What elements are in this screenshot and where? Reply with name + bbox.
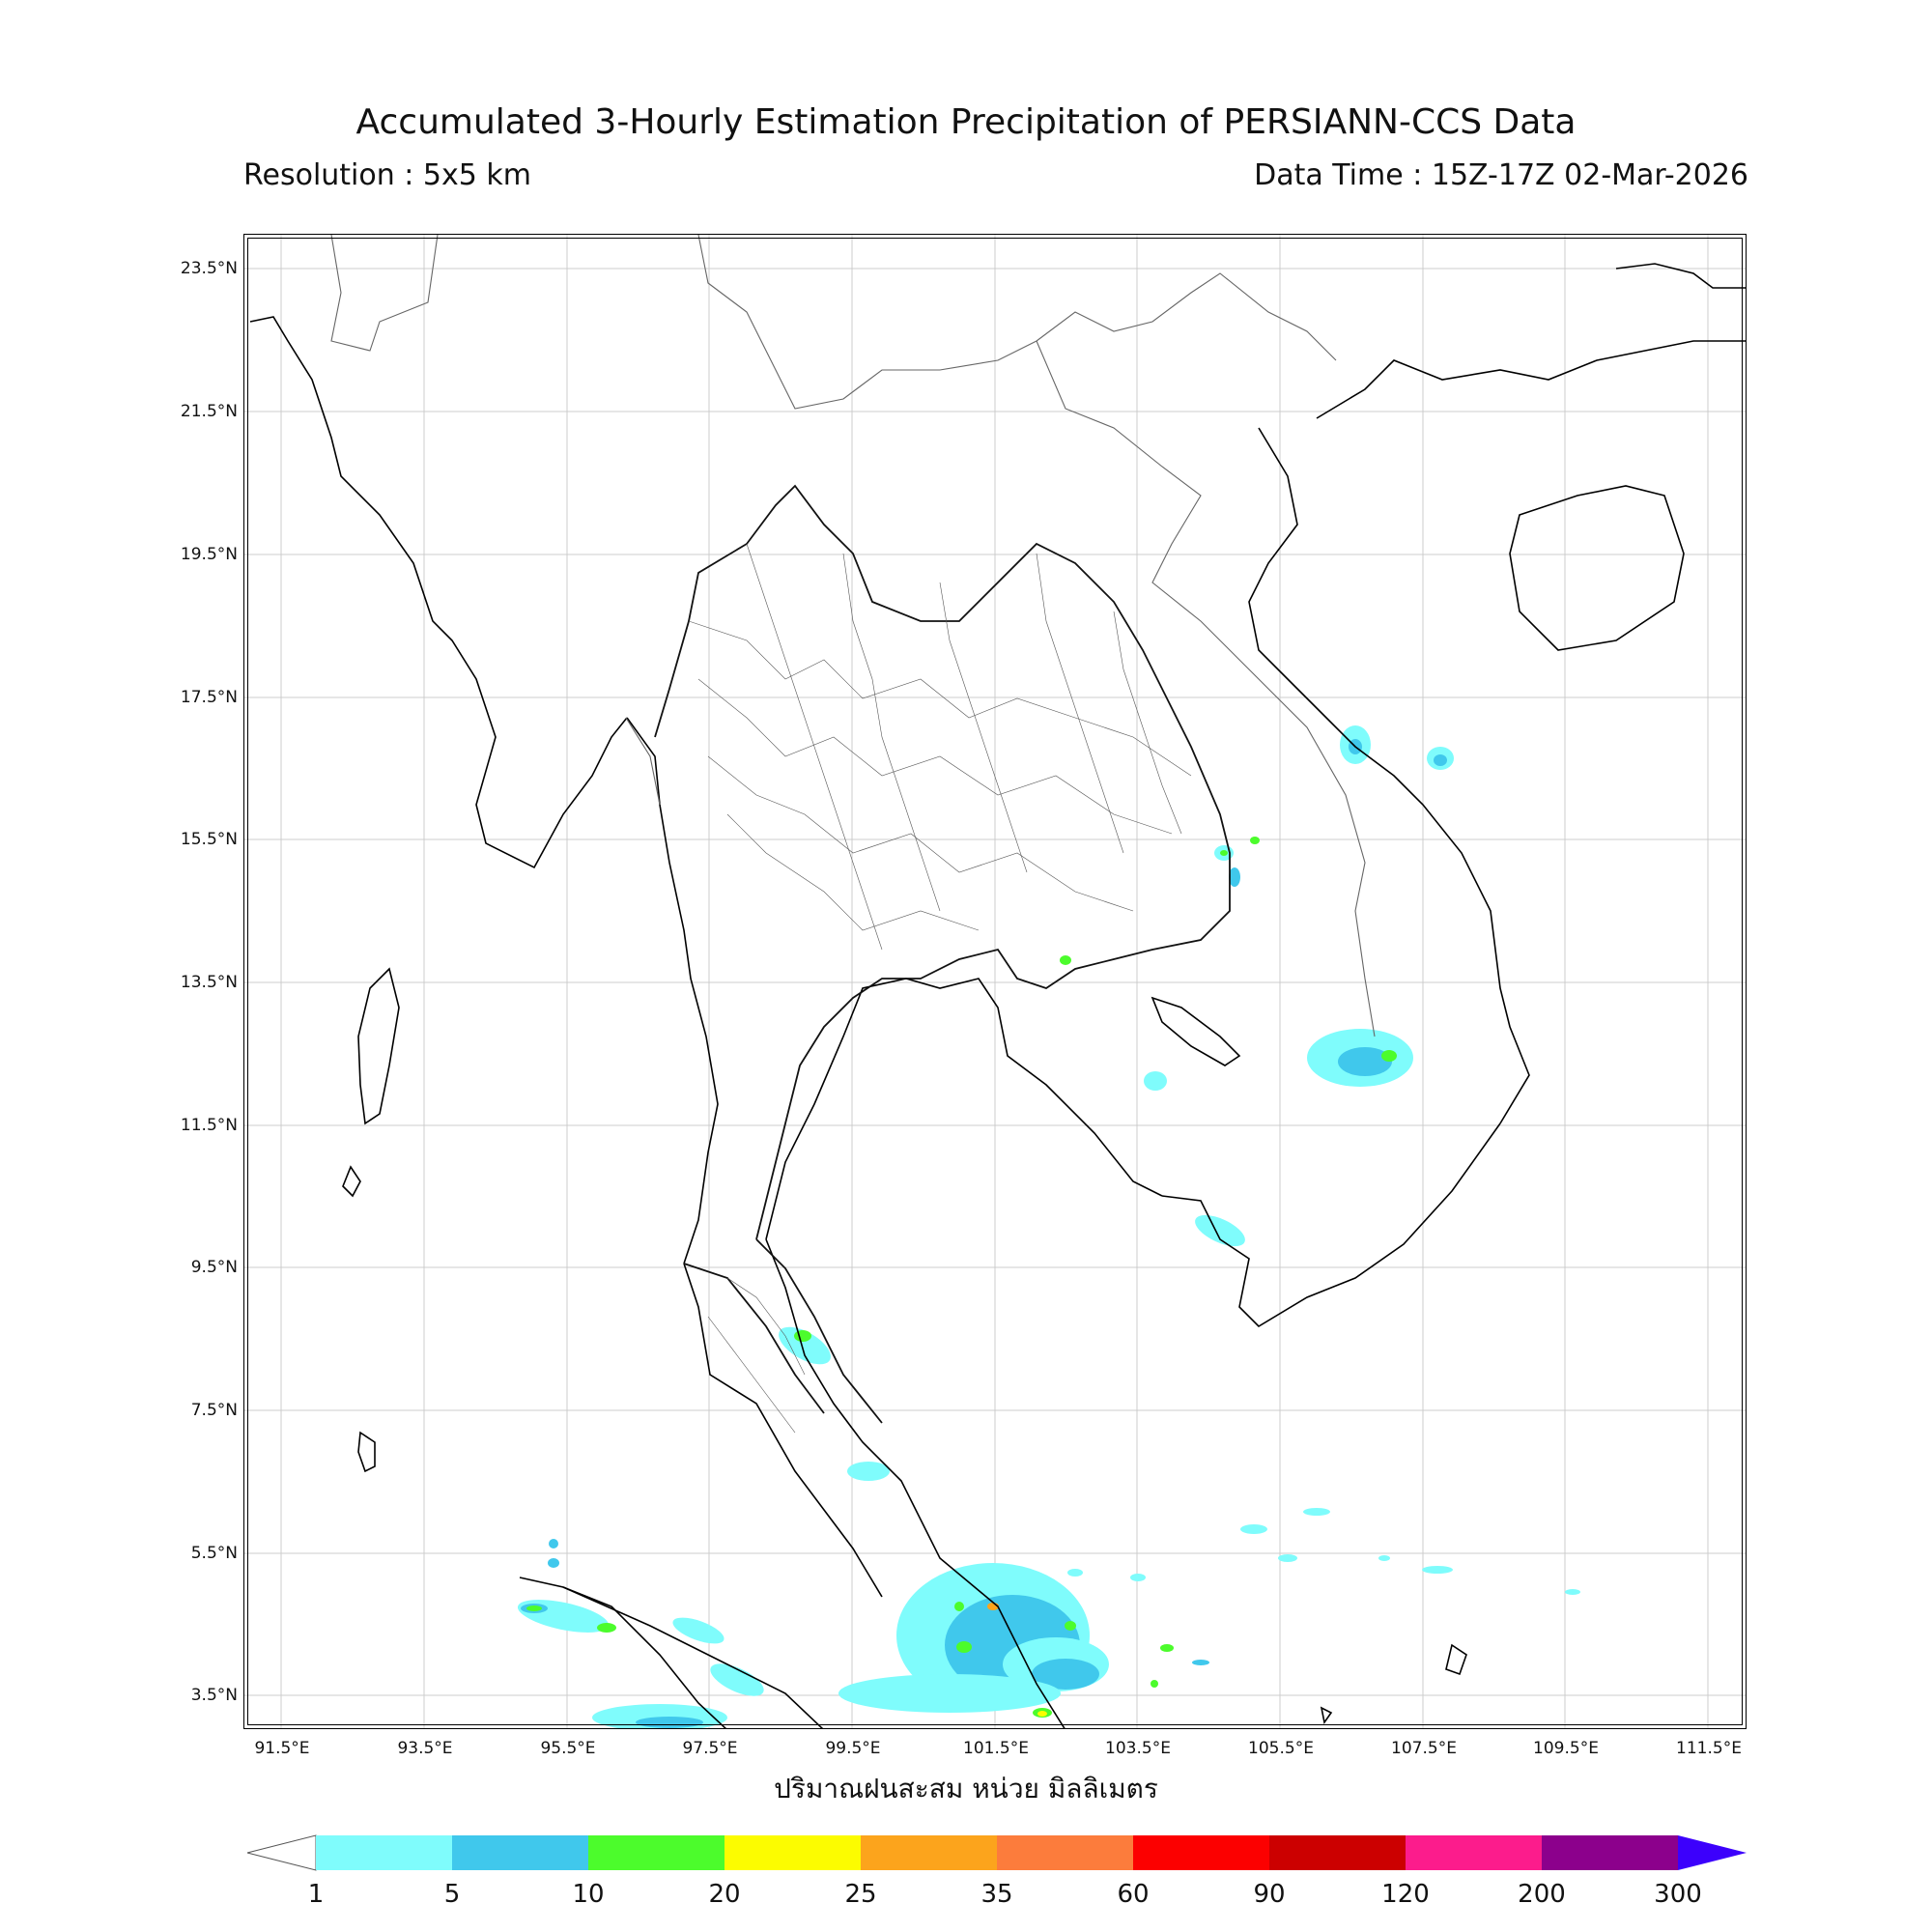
colorbar-level-300: 300 <box>1654 1880 1702 1909</box>
colorbar-level-5: 5 <box>443 1880 461 1909</box>
colorbar-swatch-25-35 <box>861 1835 997 1870</box>
thailand-province-outline <box>654 484 1231 1424</box>
lat-tick-21.5: 21.5°N <box>180 402 238 421</box>
lon-tick-101.5: 101.5°E <box>963 1739 1029 1758</box>
colorbar-over-arrow <box>1678 1835 1747 1870</box>
lat-tick-23.5: 23.5°N <box>180 259 238 278</box>
colorbar-level-120: 120 <box>1381 1880 1430 1909</box>
lat-tick-13.5: 13.5°N <box>180 973 238 992</box>
colorbar-level-90: 90 <box>1253 1880 1286 1909</box>
colorbar-level-60: 60 <box>1117 1880 1150 1909</box>
colorbar-level-20: 20 <box>708 1880 741 1909</box>
lat-tick-17.5: 17.5°N <box>180 688 238 707</box>
lat-tick-9.5: 9.5°N <box>190 1258 238 1277</box>
colorbar-swatch-200-300 <box>1542 1835 1678 1870</box>
colorbar-level-1: 1 <box>307 1880 325 1909</box>
coastlines <box>249 263 1746 1728</box>
lat-tick-5.5: 5.5°N <box>190 1544 238 1563</box>
precipitation-cells <box>517 725 1580 1728</box>
lon-tick-91.5: 91.5°E <box>254 1739 310 1758</box>
colorbar-level-200: 200 <box>1518 1880 1566 1909</box>
colorbar-level-35: 35 <box>980 1880 1013 1909</box>
thailand-district-lines <box>688 543 1192 1434</box>
map-canvas <box>244 235 1746 1728</box>
lat-tick-11.5: 11.5°N <box>180 1116 238 1135</box>
country-borders <box>330 235 1376 1037</box>
colorbar-under-arrow <box>246 1834 317 1871</box>
colorbar-swatch-60-90 <box>1133 1835 1269 1870</box>
lat-tick-7.5: 7.5°N <box>190 1401 238 1420</box>
data-time-label: Data Time : 15Z-17Z 02-Mar-2026 <box>1254 158 1748 192</box>
lon-tick-111.5: 111.5°E <box>1676 1739 1742 1758</box>
colorbar-level-25: 25 <box>844 1880 877 1909</box>
chart-title: Accumulated 3-Hourly Estimation Precipit… <box>355 102 1577 142</box>
lon-tick-103.5: 103.5°E <box>1105 1739 1171 1758</box>
lon-tick-109.5: 109.5°E <box>1533 1739 1599 1758</box>
colorbar-swatch-120-200 <box>1406 1835 1542 1870</box>
colorbar-swatch-10-20 <box>588 1835 724 1870</box>
lon-tick-107.5: 107.5°E <box>1391 1739 1457 1758</box>
resolution-label: Resolution : 5x5 km <box>243 158 531 192</box>
lon-tick-99.5: 99.5°E <box>825 1739 881 1758</box>
colorbar-axis-label: ปริมาณฝนสะสม หน่วย มิลลิเมตร <box>774 1773 1158 1804</box>
colorbar-swatch-90-120 <box>1269 1835 1406 1870</box>
colorbar-swatch-1-5 <box>316 1835 452 1870</box>
lat-tick-19.5: 19.5°N <box>180 545 238 564</box>
lat-tick-3.5: 3.5°N <box>190 1686 238 1705</box>
lon-tick-93.5: 93.5°E <box>397 1739 453 1758</box>
map-panel <box>243 234 1747 1729</box>
colorbar <box>246 1834 1747 1871</box>
colorbar-swatch-35-60 <box>997 1835 1133 1870</box>
lon-tick-95.5: 95.5°E <box>540 1739 596 1758</box>
colorbar-swatch-20-25 <box>724 1835 861 1870</box>
colorbar-level-10: 10 <box>572 1880 605 1909</box>
lat-tick-15.5: 15.5°N <box>180 830 238 849</box>
colorbar-swatch-5-10 <box>452 1835 588 1870</box>
lon-tick-105.5: 105.5°E <box>1248 1739 1314 1758</box>
lon-tick-97.5: 97.5°E <box>682 1739 738 1758</box>
gridlines <box>244 235 1746 1728</box>
